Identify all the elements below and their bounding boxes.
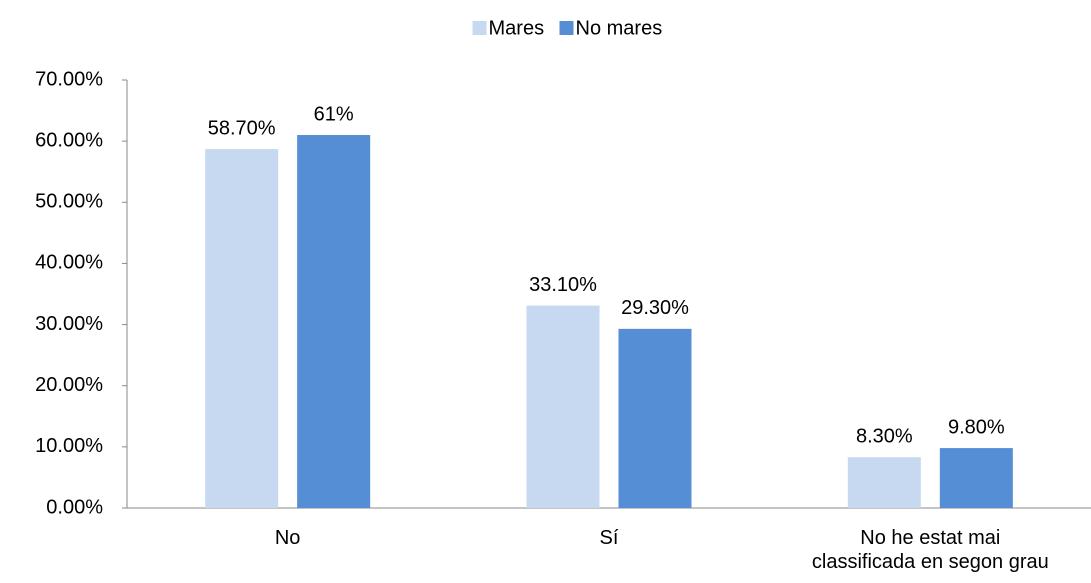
data-label: 33.10%	[529, 274, 597, 296]
y-tick-label: 30.00%	[35, 313, 103, 335]
y-tick-label: 20.00%	[35, 374, 103, 396]
legend-label: Mares	[489, 17, 545, 39]
data-label: 29.30%	[621, 297, 689, 319]
legend-swatch	[472, 21, 487, 35]
bar	[526, 305, 600, 508]
y-tick-label: 70.00%	[35, 68, 103, 90]
y-tick-label: 50.00%	[35, 191, 103, 213]
x-tick-label: No he estat mai classificada en segon gr…	[811, 527, 1049, 573]
legend-swatch	[559, 21, 574, 35]
bar	[847, 457, 921, 508]
data-label: 9.80%	[948, 416, 1005, 438]
bar	[939, 448, 1013, 508]
data-label: 61%	[314, 103, 354, 125]
bar	[618, 328, 692, 508]
x-tick-label: Sí	[599, 527, 619, 549]
y-tick-label: 10.00%	[35, 435, 103, 457]
x-tick-label: No	[274, 527, 301, 549]
y-tick-label: 60.00%	[35, 129, 103, 151]
y-tick-label: 40.00%	[35, 252, 103, 274]
bar	[297, 135, 371, 508]
bar	[205, 149, 279, 508]
y-tick-label: 0.00%	[46, 496, 103, 518]
data-label: 58.70%	[208, 117, 276, 139]
legend-label: No mares	[576, 17, 663, 39]
data-label: 8.30%	[856, 426, 913, 448]
